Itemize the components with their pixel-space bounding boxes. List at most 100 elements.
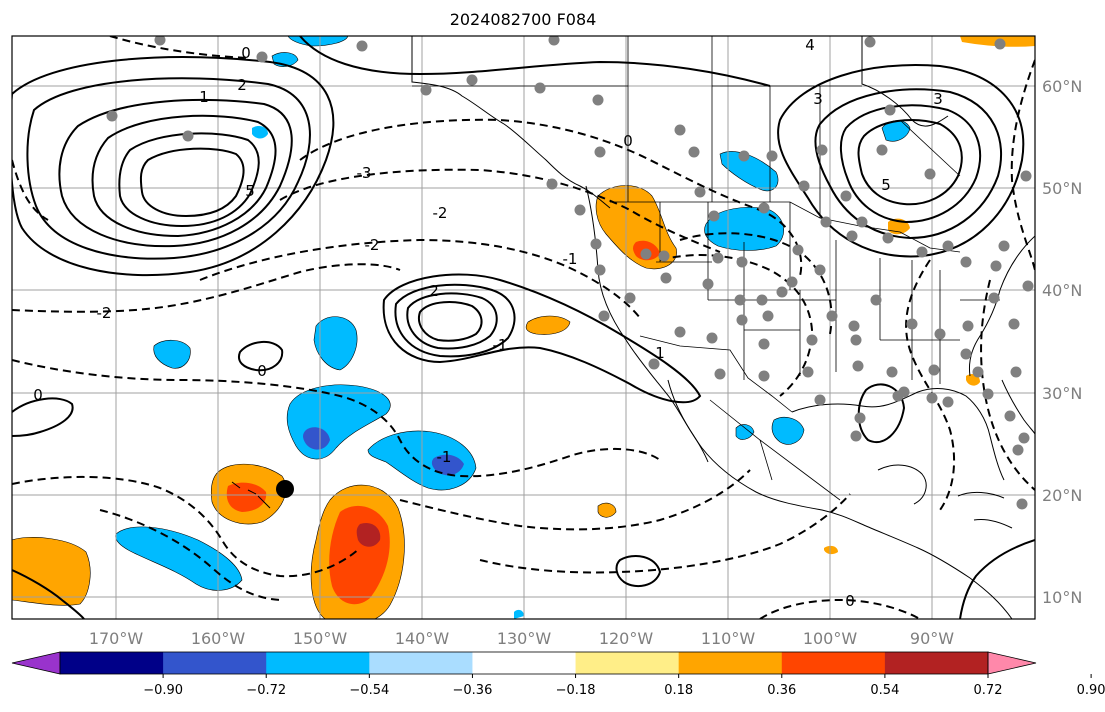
station-dot xyxy=(592,94,604,106)
station-dot xyxy=(806,334,818,346)
contour-zero-southwest xyxy=(12,569,85,619)
station-dot xyxy=(1010,366,1022,378)
station-dot xyxy=(1008,318,1020,330)
lon-tick-label: 140°W xyxy=(395,629,450,648)
lon-tick-label: 160°W xyxy=(191,629,246,648)
contour-epac-high-1 xyxy=(382,273,702,404)
contour-npac-high-2 xyxy=(26,77,311,260)
contour-label: -2 xyxy=(97,304,112,322)
contour-label: 1 xyxy=(655,344,665,362)
lat-tick-label: 20°N xyxy=(1042,486,1082,505)
contour-label: -1 xyxy=(437,448,452,466)
station-dot xyxy=(766,150,778,162)
dashed-contour-bering xyxy=(109,36,251,59)
station-dot xyxy=(706,332,718,344)
contour-label: 0 xyxy=(241,44,251,62)
dashed-contour-nw xyxy=(12,159,49,221)
station-dot xyxy=(758,338,770,350)
negative-anomaly-montana xyxy=(704,207,784,251)
positive-anomaly-west-edge xyxy=(12,537,91,606)
station-dot xyxy=(928,364,940,376)
station-dot xyxy=(942,396,954,408)
contour-label: 0 xyxy=(623,132,633,150)
station-dot xyxy=(714,368,726,380)
station-dot xyxy=(734,294,746,306)
dashed-contour-7 xyxy=(99,509,281,601)
contour-label: -1 xyxy=(493,336,508,354)
map-panel: 0 1 2 3 4 5 -2 -3 -1 0 2 1 -2 -1 0 0 5 3… xyxy=(11,35,1036,620)
negative-anomaly-subtropical-1-core xyxy=(303,427,330,450)
contour-label: 2 xyxy=(237,76,247,94)
mexico-states xyxy=(709,399,841,501)
station-dot xyxy=(660,272,672,284)
station-dot xyxy=(182,130,194,142)
dashed-contour-5 xyxy=(12,359,661,478)
contour-label: 5 xyxy=(881,176,891,194)
station-dot xyxy=(994,38,1006,50)
lat-tick-label: 30°N xyxy=(1042,384,1082,403)
station-dot xyxy=(594,146,606,158)
contour-label: -3 xyxy=(357,164,372,182)
dashed-contour-8 xyxy=(399,469,751,531)
contour-label: 2 xyxy=(429,282,439,300)
contour-label: -2 xyxy=(365,236,380,254)
contour-small-loop-1 xyxy=(238,341,284,372)
colorbar-frame xyxy=(59,651,989,675)
colorbar-segment xyxy=(369,652,473,674)
station-dot xyxy=(846,230,858,242)
colorbar-tick-label: −0.18 xyxy=(556,683,596,698)
station-dot xyxy=(546,178,558,190)
station-dot xyxy=(736,256,748,268)
shaded-anomalies xyxy=(12,36,1035,619)
station-dot xyxy=(814,264,826,276)
negative-anomaly-mexico xyxy=(735,424,755,440)
lon-tick-label: 90°W xyxy=(910,629,954,648)
contour-label: 0 xyxy=(257,362,267,380)
colorbar-tick-labels: −0.90 −0.72 −0.54 −0.36 −0.18 0.18 0.36 0.54 0.7… xyxy=(143,674,1105,698)
colorbar-tick-label: 0.72 xyxy=(974,683,1003,698)
lat-tick-label: 50°N xyxy=(1042,179,1082,198)
station-dot xyxy=(356,40,368,52)
negative-anomaly-west-pacific xyxy=(153,339,191,369)
station-dot xyxy=(960,348,972,360)
colorbar-tick-label: −0.72 xyxy=(246,683,286,698)
baja-california xyxy=(667,379,709,463)
florida-coast xyxy=(1001,379,1035,435)
lat-tick-label: 60°N xyxy=(1042,77,1082,96)
station-dot xyxy=(1018,432,1030,444)
station-dot xyxy=(906,318,918,330)
contour-npac-high-3 xyxy=(58,98,293,248)
north-america-west-coast xyxy=(585,185,1013,619)
colorbar-segment xyxy=(163,652,267,674)
colorbar-segment xyxy=(472,652,577,674)
contour-label-group: 0 1 2 3 4 5 -2 -3 -1 0 2 1 -2 -1 0 0 5 3… xyxy=(33,36,943,610)
contour-epac-high-2 xyxy=(394,283,516,358)
colorbar-tick-label: 0.36 xyxy=(767,683,796,698)
contour-solid-east xyxy=(959,539,1035,619)
station-dot xyxy=(712,252,724,264)
station-dot xyxy=(624,292,636,304)
storm-center-marker xyxy=(276,480,294,498)
colorbar-tick-label: −0.54 xyxy=(349,683,389,698)
dashed-contour-9 xyxy=(479,493,851,574)
station-dot xyxy=(792,244,804,256)
station-dot xyxy=(850,334,862,346)
contour-label: 3 xyxy=(933,90,943,108)
contour-npac-high-1 xyxy=(12,56,335,277)
station-dot xyxy=(674,326,686,338)
contour-label: -1 xyxy=(563,250,578,268)
contour-label: 5 xyxy=(245,182,255,200)
station-dot xyxy=(840,190,852,202)
station-dot xyxy=(762,310,774,322)
station-dot xyxy=(548,36,560,46)
dashed-contour-rockies xyxy=(659,254,814,397)
yucatan-coast xyxy=(877,464,927,505)
negative-anomaly-southwest xyxy=(115,526,243,591)
contour-canada-high-1 xyxy=(777,64,1025,258)
station-dot xyxy=(854,412,866,424)
station-dot xyxy=(674,124,686,136)
station-dot xyxy=(882,232,894,244)
station-dot xyxy=(886,366,898,378)
lon-tick-label: 120°W xyxy=(599,629,654,648)
